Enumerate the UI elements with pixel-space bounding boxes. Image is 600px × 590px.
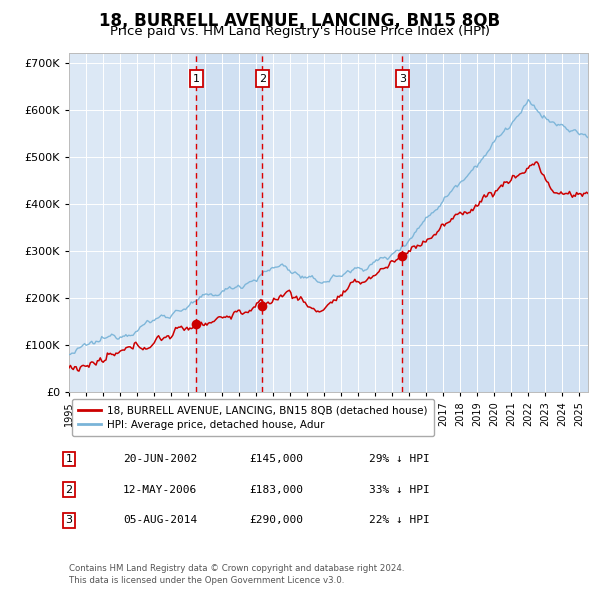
Text: 05-AUG-2014: 05-AUG-2014 (123, 516, 197, 525)
Text: Contains HM Land Registry data © Crown copyright and database right 2024.
This d: Contains HM Land Registry data © Crown c… (69, 564, 404, 585)
Legend: 18, BURRELL AVENUE, LANCING, BN15 8QB (detached house), HPI: Average price, deta: 18, BURRELL AVENUE, LANCING, BN15 8QB (d… (71, 399, 434, 436)
Text: 12-MAY-2006: 12-MAY-2006 (123, 485, 197, 494)
Text: 3: 3 (399, 74, 406, 84)
Bar (196, 53, 262, 392)
Text: 22% ↓ HPI: 22% ↓ HPI (369, 516, 430, 525)
Text: 20-JUN-2002: 20-JUN-2002 (123, 454, 197, 464)
Text: Price paid vs. HM Land Registry's House Price Index (HPI): Price paid vs. HM Land Registry's House … (110, 25, 490, 38)
Text: £183,000: £183,000 (249, 485, 303, 494)
Bar (403, 53, 588, 392)
Text: 3: 3 (65, 516, 73, 525)
Text: 1: 1 (193, 74, 200, 84)
Text: 2: 2 (259, 74, 266, 84)
Text: £290,000: £290,000 (249, 516, 303, 525)
Text: 29% ↓ HPI: 29% ↓ HPI (369, 454, 430, 464)
Text: £145,000: £145,000 (249, 454, 303, 464)
Text: 33% ↓ HPI: 33% ↓ HPI (369, 485, 430, 494)
Text: 2: 2 (65, 485, 73, 494)
Text: 1: 1 (65, 454, 73, 464)
Text: 18, BURRELL AVENUE, LANCING, BN15 8QB: 18, BURRELL AVENUE, LANCING, BN15 8QB (100, 12, 500, 30)
